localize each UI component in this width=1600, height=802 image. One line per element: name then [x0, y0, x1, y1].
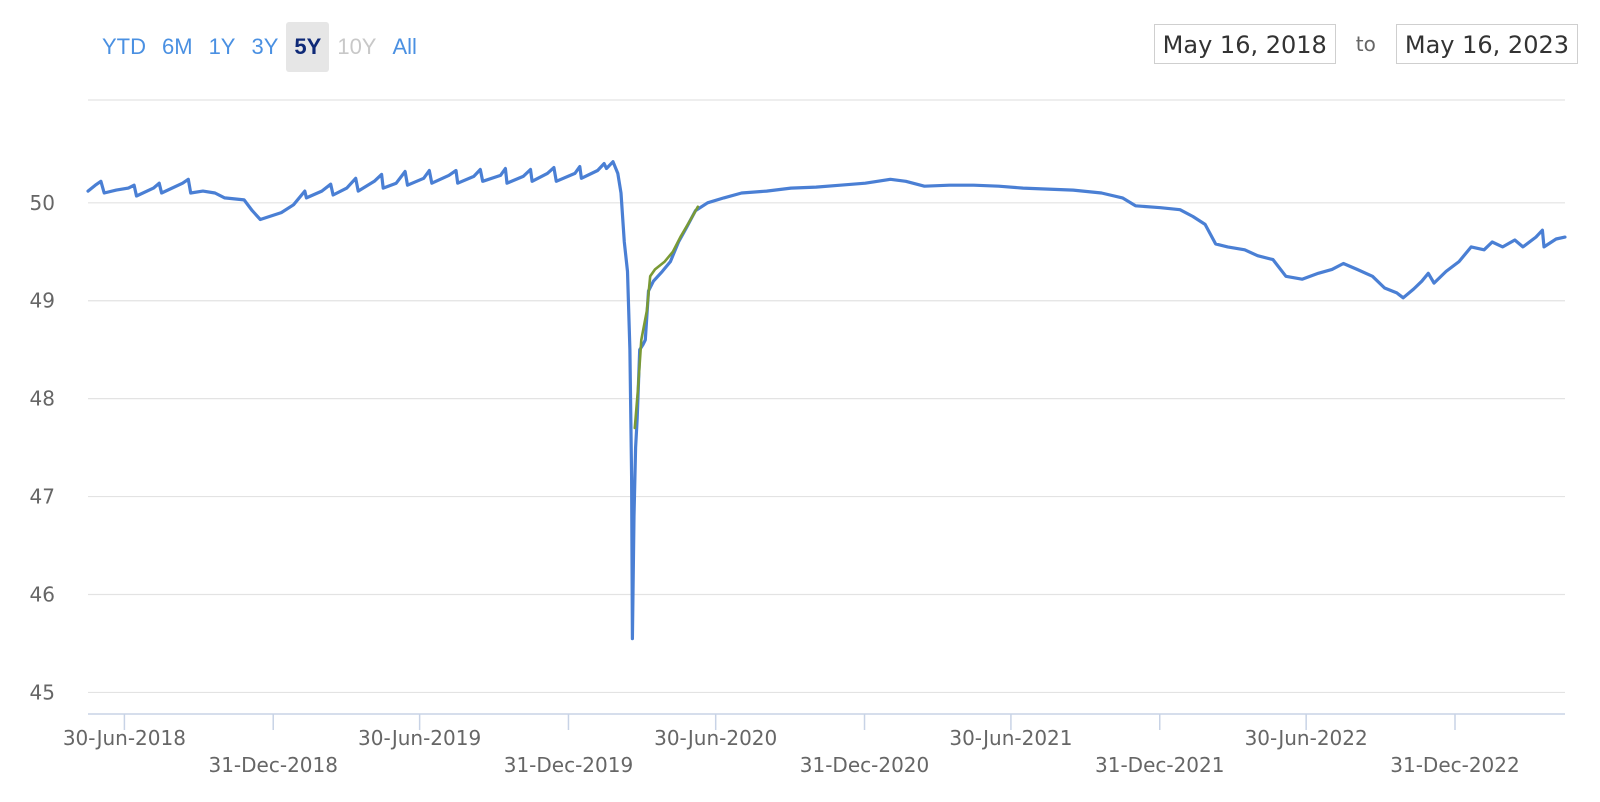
y-tick-label-50: 50 — [30, 191, 55, 215]
x-tick-label-2020-06-30: 30-Jun-2020 — [654, 726, 777, 750]
y-tick-label-48: 48 — [30, 387, 55, 411]
x-tick-label-2022-12-31: 31-Dec-2022 — [1390, 753, 1519, 777]
series-line-1 — [86, 160, 1567, 641]
y-tick-label-46: 46 — [30, 582, 55, 606]
range-button-5y[interactable]: 5Y — [286, 22, 330, 72]
x-tick-label-2018-06-30: 30-Jun-2018 — [63, 726, 186, 750]
x-tick-label-2021-12-31: 31-Dec-2021 — [1095, 753, 1224, 777]
y-tick-label-49: 49 — [30, 289, 55, 313]
x-tick-label-2020-12-31: 31-Dec-2020 — [800, 753, 929, 777]
range-button-1y[interactable]: 1Y — [208, 34, 236, 59]
x-axis: 30-Jun-2018 31-Dec-2018 30-Jun-2019 31-Dec-… — [63, 713, 1565, 777]
x-tick-label-2019-12-31: 31-Dec-2019 — [504, 753, 633, 777]
range-button-6m[interactable]: 6M — [162, 34, 193, 59]
range-button-all[interactable]: All — [392, 34, 417, 59]
range-button-3y[interactable]: 3Y — [251, 34, 279, 59]
date-range: May 16, 2018 to May 16, 2023 — [1153, 22, 1578, 66]
y-axis-ticks: 45 46 47 48 49 50 — [30, 191, 55, 705]
x-tick-label-2022-06-30: 30-Jun-2022 — [1245, 726, 1368, 750]
series-line-2 — [633, 205, 700, 430]
from-date-input[interactable]: May 16, 2018 — [1153, 24, 1336, 64]
to-date-input[interactable]: May 16, 2023 — [1395, 24, 1578, 64]
range-button-10y: 10Y — [337, 34, 377, 59]
range-button-ytd[interactable]: YTD — [102, 34, 146, 59]
y-tick-label-45: 45 — [30, 680, 55, 704]
to-label: to — [1355, 32, 1376, 56]
series-layer — [86, 160, 1567, 641]
y-tick-label-47: 47 — [30, 485, 55, 509]
x-tick-label-2021-06-30: 30-Jun-2021 — [949, 726, 1072, 750]
x-tick-label-2018-12-31: 31-Dec-2018 — [208, 753, 337, 777]
range-selector: YTD 6M 1Y 3Y 5Y 10Y All — [94, 22, 425, 72]
x-tick-label-2019-06-30: 30-Jun-2019 — [358, 726, 481, 750]
grid-lines — [88, 99, 1565, 694]
